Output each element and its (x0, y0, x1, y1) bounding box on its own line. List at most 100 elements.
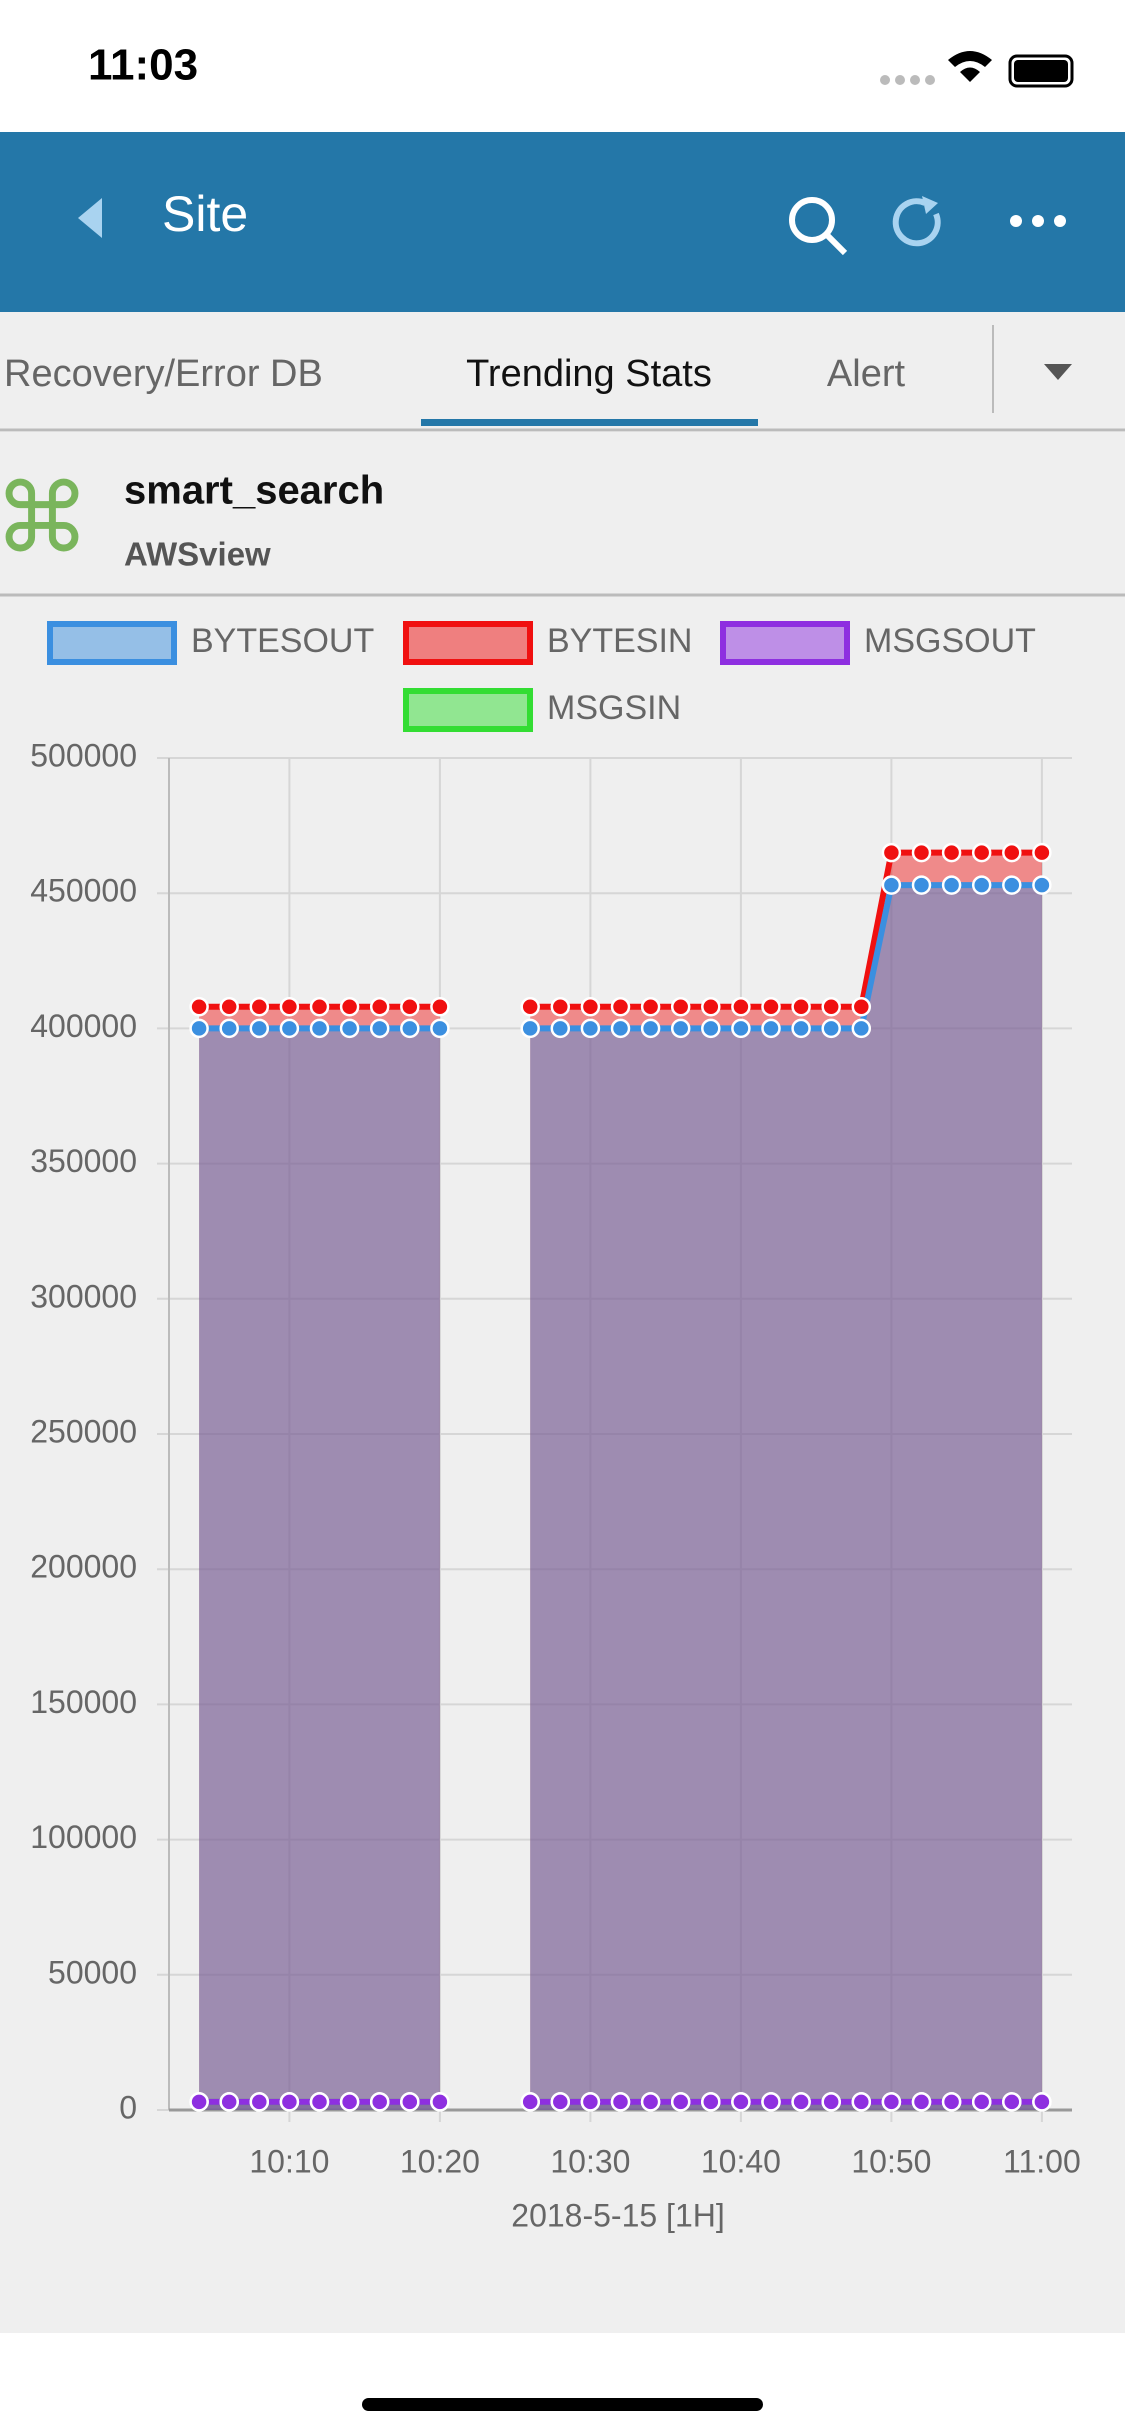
data-point (369, 1018, 390, 1039)
data-point (881, 875, 902, 895)
data-point (761, 1018, 781, 1039)
data-point (821, 997, 841, 1017)
legend-swatch (403, 621, 533, 665)
data-point (550, 2092, 571, 2112)
x-tick-label: 10:10 (249, 2143, 329, 2179)
data-point (731, 997, 751, 1017)
chart: 0 50000 100000 150000 200000 250000 300000 3500… (30, 621, 1081, 2233)
data-point (640, 997, 661, 1017)
data-point (1032, 842, 1052, 863)
y-tick-label: 200000 (30, 1549, 137, 1585)
wifi-icon (948, 51, 992, 82)
data-point (851, 2092, 872, 2112)
data-point (219, 1018, 239, 1039)
data-point (430, 2092, 450, 2112)
data-point (881, 842, 902, 863)
nav-title: Site (162, 186, 248, 242)
legend-label: BYTESOUT (191, 622, 374, 660)
data-point (731, 2092, 751, 2112)
data-point (1002, 842, 1022, 863)
data-point (791, 997, 811, 1017)
data-point (1032, 2092, 1052, 2112)
data-point (309, 997, 330, 1017)
data-point (189, 1018, 209, 1039)
data-point (520, 2092, 540, 2112)
data-point (701, 1018, 721, 1039)
app-icon: ⌘ (0, 465, 90, 572)
data-point (339, 997, 360, 1017)
data-point (610, 2092, 631, 2112)
x-tick-label: 10:20 (400, 2143, 480, 2179)
y-tick-label: 100000 (30, 1819, 137, 1855)
tab-underline (421, 419, 758, 426)
back-button[interactable] (78, 198, 102, 238)
data-point (731, 1018, 751, 1039)
data-point (369, 997, 390, 1017)
content (0, 432, 1125, 2333)
area (199, 1006, 440, 2110)
y-tick-label: 350000 (30, 1143, 137, 1179)
x-tick-label: 10:40 (701, 2143, 781, 2179)
data-point (821, 2092, 841, 2112)
data-point (309, 1018, 330, 1039)
search-button[interactable] (789, 197, 848, 256)
data-point (249, 1018, 270, 1039)
x-tick-label: 10:30 (550, 2143, 630, 2179)
data-point (941, 2092, 962, 2112)
data-point (339, 2092, 360, 2112)
data-point (791, 2092, 811, 2112)
legend-label: BYTESIN (547, 622, 692, 660)
data-point (670, 2092, 691, 2112)
legend-label: MSGSOUT (864, 622, 1036, 660)
status-bar (0, 0, 1125, 132)
data-point (550, 997, 571, 1017)
legend-label: MSGSIN (547, 689, 681, 727)
data-point (941, 875, 962, 895)
data-point (971, 875, 992, 895)
data-point (550, 1018, 571, 1039)
area (530, 852, 1042, 2110)
data-point (400, 2092, 420, 2112)
legend-swatch (47, 621, 177, 665)
area (199, 1028, 440, 2110)
data-point (610, 1018, 631, 1039)
data-point (761, 997, 781, 1017)
data-point (761, 2092, 781, 2112)
data-point (881, 2092, 902, 2112)
tab-bar (0, 312, 1125, 430)
tab-active[interactable]: Trending Stats (466, 353, 712, 395)
tab[interactable]: Alert (827, 353, 906, 395)
data-point (580, 2092, 601, 2112)
data-point (430, 997, 450, 1017)
battery-level (1014, 60, 1068, 82)
refresh-button[interactable] (892, 196, 941, 247)
header-subtitle: AWSview (124, 536, 271, 573)
data-point (851, 997, 872, 1017)
y-tick-label: 50000 (48, 1954, 137, 1990)
data-point (911, 2092, 932, 2112)
tab-dropdown[interactable] (1044, 364, 1072, 380)
data-point (309, 2092, 330, 2112)
header-title: smart_search (124, 469, 384, 513)
x-tick-label: 10:50 (851, 2143, 931, 2179)
data-point (249, 2092, 270, 2112)
data-point (520, 997, 540, 1017)
y-tick-label: 300000 (30, 1278, 137, 1314)
data-point (219, 997, 239, 1017)
data-point (1032, 875, 1052, 895)
data-point (219, 2092, 239, 2112)
data-point (701, 2092, 721, 2112)
data-point (189, 997, 209, 1017)
data-point (640, 2092, 661, 2112)
data-point (941, 842, 962, 863)
data-point (279, 997, 300, 1017)
more-button[interactable] (1010, 215, 1066, 227)
legend-swatch (403, 688, 533, 732)
data-point (430, 1018, 450, 1039)
data-point (339, 1018, 360, 1039)
home-area (0, 2333, 1125, 2436)
tab[interactable]: Recovery/Error DB (4, 353, 323, 395)
data-point (670, 1018, 691, 1039)
data-point (520, 1018, 540, 1039)
data-point (400, 1018, 420, 1039)
